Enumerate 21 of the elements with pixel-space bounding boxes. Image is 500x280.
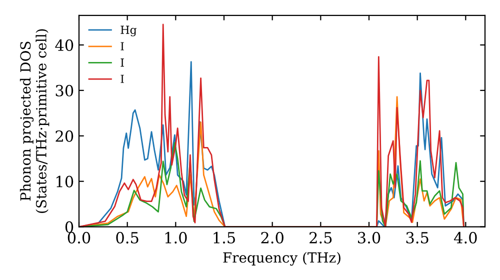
legend-label: I [120, 58, 124, 67]
y-tick-label: 40 [55, 39, 74, 51]
x-tick-label: 3.5 [406, 232, 428, 244]
y-tick-label: 10 [56, 176, 74, 188]
x-tick-label: 1.5 [214, 232, 235, 244]
x-tick-label: 3.0 [358, 232, 380, 244]
line-series [79, 24, 464, 227]
legend-label: I [120, 74, 124, 83]
x-tick-label: 0.0 [68, 232, 90, 244]
x-tick-label: 1.0 [165, 232, 187, 244]
legend-label: I [120, 42, 124, 50]
y-axis-title: Phonon projected DOS (States/THz·primitive cell) [20, 29, 50, 213]
x-axis-title: Frequency (THz) [223, 252, 340, 266]
x-tick-label: 4.0 [454, 232, 477, 244]
x-tick-label: 2.0 [261, 232, 284, 244]
y-tick-label: 30 [56, 84, 74, 96]
y-tick-label: 20 [56, 130, 74, 142]
x-tick-label: 0.5 [116, 232, 138, 244]
x-tick-label: 2.5 [310, 232, 332, 244]
legend-label: Hg [120, 26, 137, 36]
y-tick-label: 0 [65, 221, 74, 233]
